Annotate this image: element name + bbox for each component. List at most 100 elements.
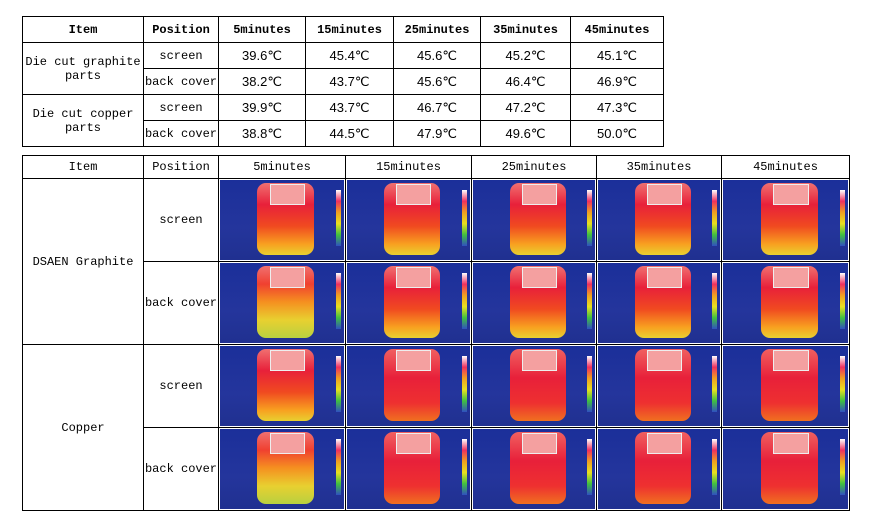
value-cell: 39.6℃	[218, 42, 306, 69]
hot-spot	[773, 267, 809, 289]
thermal-image	[347, 180, 470, 260]
image-cell	[721, 261, 850, 345]
hot-spot	[396, 267, 432, 289]
value-cell: 45.2℃	[480, 42, 571, 69]
value-cell: 50.0℃	[570, 120, 664, 147]
hot-spot	[646, 433, 682, 455]
image-cell	[471, 344, 597, 428]
hot-spot	[521, 433, 557, 455]
value-cell: 39.9℃	[218, 94, 306, 121]
image-cell	[218, 427, 346, 511]
image-cell	[596, 427, 722, 511]
color-scale	[336, 189, 341, 246]
image-cell	[721, 427, 850, 511]
hot-spot	[396, 350, 432, 372]
color-scale	[587, 189, 592, 246]
color-scale	[587, 272, 592, 329]
data-row: Copper screen	[22, 344, 850, 511]
header-cell: Position	[143, 16, 219, 43]
image-cell	[721, 344, 850, 428]
thermal-image	[473, 429, 595, 509]
color-scale	[840, 438, 845, 495]
color-scale	[336, 272, 341, 329]
image-cell	[345, 178, 472, 262]
color-scale	[840, 355, 845, 412]
thermal-image	[598, 346, 720, 426]
value-cell: 45.6℃	[393, 42, 481, 69]
data-row: DSAEN Graphite screen	[22, 178, 850, 345]
data-row: Die cut copper parts screen 39.9℃ 43.7℃ 46.7…	[22, 94, 664, 147]
image-cell	[345, 344, 472, 428]
header-cell: 35minutes	[596, 155, 722, 179]
header-cell: Position	[143, 155, 219, 179]
data-row: back cover	[23, 427, 850, 511]
color-scale	[462, 438, 467, 495]
position-cell: screen	[143, 94, 219, 121]
thermal-image	[347, 429, 470, 509]
image-cell	[596, 261, 722, 345]
data-row: Die cut graphite parts screen 39.6℃ 45.4℃ 45…	[22, 42, 664, 95]
value-cell: 43.7℃	[305, 68, 394, 95]
header-cell: 45minutes	[570, 16, 664, 43]
value-cell: 45.6℃	[393, 68, 481, 95]
thermal-image	[347, 346, 470, 426]
hot-spot	[521, 267, 557, 289]
color-scale	[712, 438, 717, 495]
summary-table: Item Position 5minutes 15minutes 25minutes 35…	[22, 16, 664, 147]
color-scale	[712, 272, 717, 329]
value-cell: 44.5℃	[305, 120, 394, 147]
color-scale	[462, 272, 467, 329]
item-cell: DSAEN Graphite	[22, 178, 144, 345]
header-cell: Item	[22, 16, 144, 43]
hot-spot	[521, 184, 557, 206]
value-cell: 46.4℃	[480, 68, 571, 95]
image-cell	[218, 261, 346, 345]
hot-spot	[396, 184, 432, 206]
header-row: Item Position 5minutes 15minutes 25minutes 35…	[22, 155, 850, 179]
header-row: Item Position 5minutes 15minutes 25minutes 35…	[22, 16, 664, 43]
item-cell: Die cut graphite parts	[22, 42, 144, 95]
image-cell	[596, 178, 722, 262]
thermal-image	[723, 346, 848, 426]
header-cell: 45minutes	[721, 155, 850, 179]
data-row: back cover 38.2℃ 43.7℃ 45.6℃ 46.4℃ 46.9℃	[23, 68, 664, 95]
item-cell: Copper	[22, 344, 144, 511]
position-cell: back cover	[143, 427, 219, 511]
hot-spot	[646, 184, 682, 206]
hot-spot	[773, 184, 809, 206]
thermal-image	[220, 346, 344, 426]
thermal-image	[347, 263, 470, 343]
header-cell: 25minutes	[471, 155, 597, 179]
image-cell	[596, 344, 722, 428]
position-cell: back cover	[143, 68, 219, 95]
header-cell: 35minutes	[480, 16, 571, 43]
value-cell: 38.2℃	[218, 68, 306, 95]
value-cell: 47.2℃	[480, 94, 571, 121]
value-cell: 46.9℃	[570, 68, 664, 95]
position-cell: back cover	[143, 120, 219, 147]
value-cell: 46.7℃	[393, 94, 481, 121]
header-cell: 5minutes	[218, 155, 346, 179]
image-cell	[345, 427, 472, 511]
thermal-image	[220, 263, 344, 343]
color-scale	[336, 355, 341, 412]
hot-spot	[773, 350, 809, 372]
value-cell: 38.8℃	[218, 120, 306, 147]
thermal-image	[723, 263, 848, 343]
position-cell: screen	[143, 344, 219, 428]
image-cell	[471, 427, 597, 511]
data-row: back cover	[23, 261, 850, 345]
hot-spot	[269, 433, 306, 455]
value-cell: 45.4℃	[305, 42, 394, 69]
data-row: back cover 38.8℃ 44.5℃ 47.9℃ 49.6℃ 50.0℃	[23, 120, 664, 147]
hot-spot	[646, 350, 682, 372]
value-cell: 47.9℃	[393, 120, 481, 147]
color-scale	[840, 189, 845, 246]
hot-spot	[396, 433, 432, 455]
image-cell	[218, 344, 346, 428]
header-cell: 15minutes	[305, 16, 394, 43]
thermal-image	[220, 429, 344, 509]
hot-spot	[269, 267, 306, 289]
thermal-table: Item Position 5minutes 15minutes 25minutes 35…	[22, 155, 850, 511]
